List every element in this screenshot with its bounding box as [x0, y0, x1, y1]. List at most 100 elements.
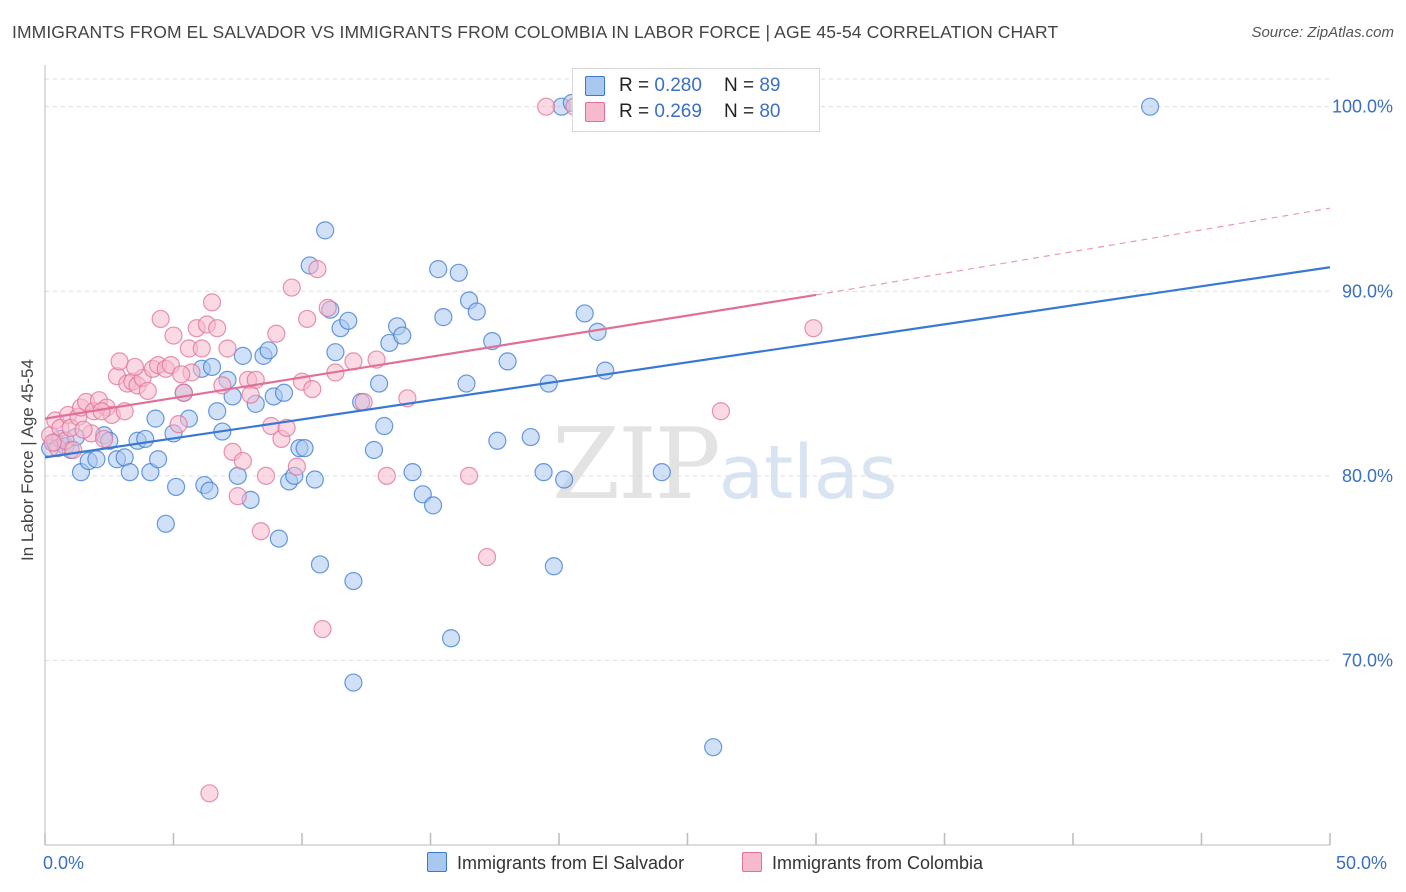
- legend-r-value-blue: 0.280: [654, 75, 702, 96]
- data-point: [169, 415, 188, 434]
- data-point: [704, 738, 723, 757]
- data-point: [295, 439, 314, 458]
- data-point: [218, 339, 237, 358]
- data-point: [151, 309, 170, 329]
- data-point: [200, 481, 219, 500]
- data-point: [1140, 97, 1160, 116]
- bottom-legend-blue: Immigrants from El Salvador: [427, 852, 684, 874]
- data-point: [305, 470, 324, 489]
- trend-line-extension: [815, 207, 1331, 296]
- watermark-atlas: atlas: [718, 430, 898, 516]
- data-point: [164, 326, 183, 345]
- data-point: [804, 319, 823, 338]
- correlation-legend: R = 0.280 N = 89 R = 0.269 N = 80: [572, 68, 820, 132]
- data-point: [64, 440, 83, 460]
- data-point: [208, 402, 227, 421]
- data-point: [269, 529, 288, 548]
- data-point: [256, 466, 276, 485]
- data-point: [537, 97, 556, 116]
- chart-title: IMMIGRANTS FROM EL SALVADOR VS IMMIGRANT…: [12, 22, 1059, 42]
- x-axis-min-label: 0.0%: [43, 853, 85, 873]
- bottom-legend-swatch-pink: [742, 852, 762, 872]
- data-point: [316, 221, 335, 240]
- data-point: [344, 571, 363, 591]
- data-point: [534, 463, 553, 482]
- legend-n-value-pink: 80: [759, 101, 781, 122]
- data-point: [393, 326, 412, 345]
- trend-line: [44, 266, 1331, 459]
- data-point: [652, 463, 671, 482]
- legend-row-pink: R = 0.269 N = 80: [585, 101, 780, 127]
- data-point: [233, 451, 252, 471]
- data-point: [166, 477, 186, 497]
- data-point: [488, 431, 507, 450]
- data-point: [87, 450, 106, 469]
- data-point: [429, 260, 448, 279]
- data-point: [259, 341, 278, 360]
- bottom-legend-pink: Immigrants from Colombia: [742, 852, 983, 874]
- data-point: [544, 557, 563, 576]
- data-point: [344, 673, 363, 692]
- data-point: [403, 463, 422, 482]
- data-point: [174, 383, 193, 402]
- data-point: [282, 278, 301, 297]
- data-point: [146, 409, 165, 428]
- data-point: [596, 361, 615, 380]
- data-point: [200, 784, 219, 803]
- source-label: Source: ZipAtlas.com: [1251, 24, 1394, 41]
- watermark: ZIPatlas: [552, 408, 898, 522]
- data-point: [228, 487, 247, 506]
- data-point: [339, 311, 358, 330]
- data-point: [318, 298, 337, 317]
- data-point: [575, 304, 594, 323]
- data-point: [375, 416, 394, 436]
- y-tick-label: 100.0%: [1332, 97, 1393, 117]
- data-point: [711, 402, 731, 421]
- data-point: [354, 392, 373, 412]
- data-point: [313, 619, 332, 639]
- legend-n-value-blue: 89: [759, 75, 781, 96]
- trend-line: [44, 293, 817, 420]
- data-point: [267, 324, 286, 343]
- data-point: [110, 352, 129, 371]
- data-point: [136, 429, 155, 449]
- data-point: [202, 293, 222, 312]
- legend-r-label: R =: [619, 75, 650, 96]
- data-point: [521, 427, 540, 447]
- data-point: [208, 319, 227, 338]
- data-point: [434, 308, 453, 327]
- data-point: [459, 466, 479, 485]
- data-point: [377, 466, 396, 485]
- data-point: [449, 263, 468, 282]
- data-point: [477, 547, 497, 567]
- data-point: [364, 440, 384, 460]
- data-point: [233, 346, 252, 365]
- legend-r-label: R =: [619, 101, 650, 122]
- data-point: [303, 379, 322, 399]
- data-point: [423, 496, 443, 515]
- data-point: [43, 433, 62, 452]
- bottom-legend-label-blue: Immigrants from El Salvador: [457, 853, 685, 873]
- data-point: [148, 450, 168, 469]
- data-point: [172, 365, 191, 384]
- data-point: [156, 514, 175, 533]
- data-point: [555, 470, 574, 489]
- data-point: [251, 522, 270, 541]
- data-point: [326, 343, 345, 362]
- data-point: [274, 383, 294, 402]
- data-point: [202, 357, 222, 377]
- data-point: [287, 457, 306, 476]
- data-point: [192, 339, 211, 358]
- legend-swatch-blue: [585, 75, 605, 96]
- legend-swatch-pink: [585, 101, 605, 122]
- data-point: [74, 420, 93, 439]
- y-tick-label: 90.0%: [1342, 281, 1393, 301]
- data-point: [310, 555, 330, 574]
- y-tick-label: 80.0%: [1342, 466, 1393, 486]
- data-point: [120, 463, 139, 482]
- data-point: [308, 260, 327, 279]
- legend-r-value-pink: 0.269: [654, 101, 702, 122]
- data-point: [138, 381, 157, 401]
- bottom-legend-swatch-blue: [427, 852, 447, 872]
